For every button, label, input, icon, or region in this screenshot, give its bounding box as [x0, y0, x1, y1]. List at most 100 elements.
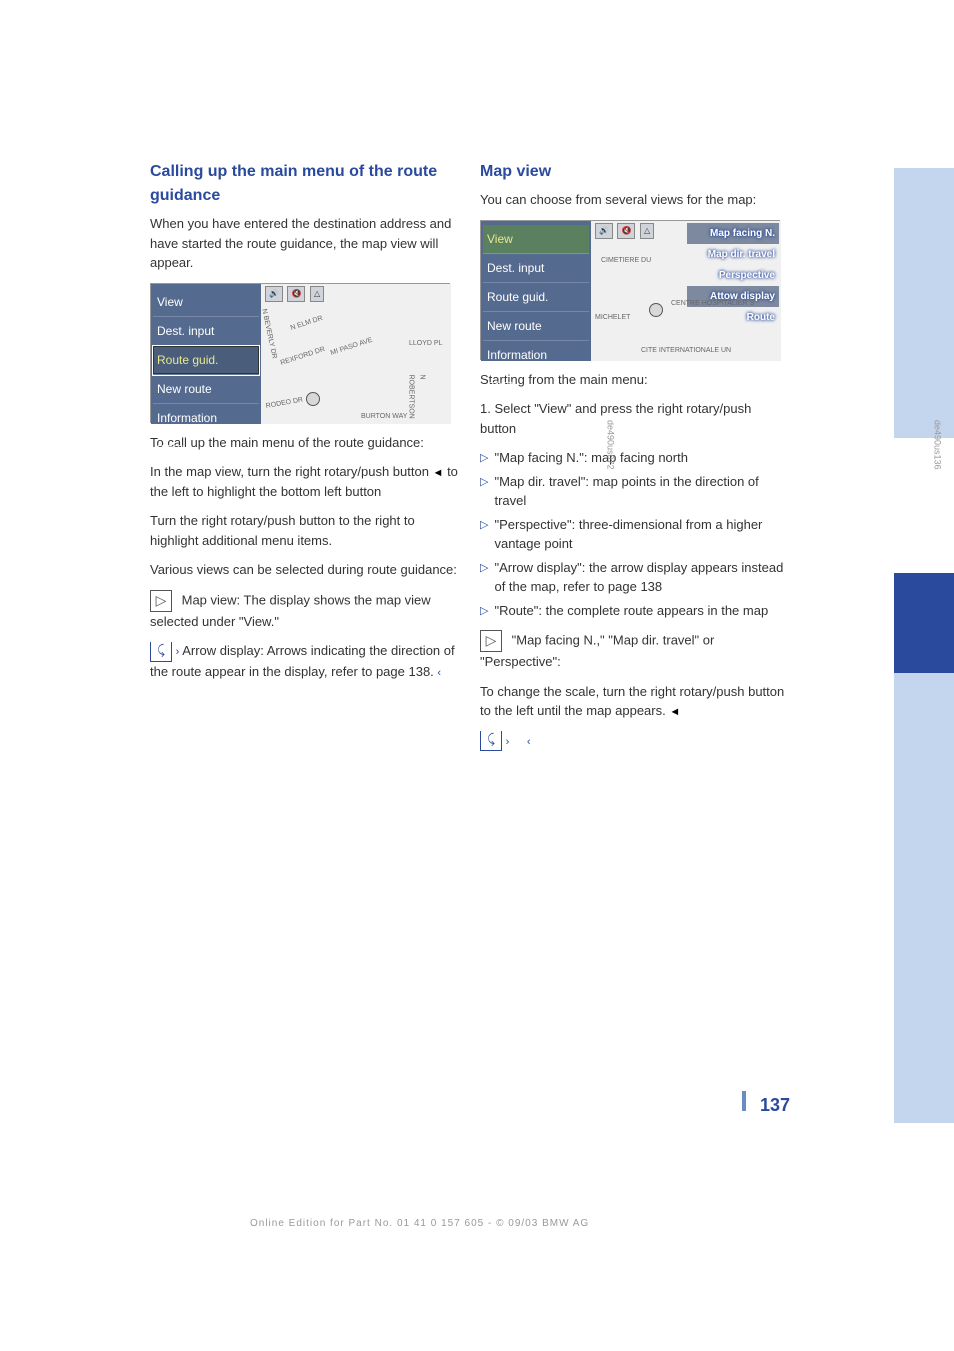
map-label: CITE INTERNATIONALE UN: [641, 346, 731, 357]
left-arrow-icon: ◄: [433, 467, 444, 479]
wave-icon-r: ⤹: [480, 731, 502, 751]
bullet-text: "Map dir. travel": map points in the dir…: [494, 472, 790, 511]
map-top-icons-r: 🔊 🔇 △: [595, 223, 656, 239]
bullet-item: ▷ "Map facing N.": map facing north: [480, 448, 790, 468]
menu-dest-input-r[interactable]: Dest. input: [483, 254, 589, 283]
side-block: [894, 973, 954, 1073]
menu-route-guid[interactable]: Route guid.: [153, 346, 259, 375]
street-label: BURTON WAY: [361, 412, 407, 423]
menu-route-guid-r[interactable]: Route guid.: [483, 283, 589, 312]
right-heading: Map view: [480, 160, 790, 184]
bullet-text: "Map facing N.": map facing north: [494, 448, 790, 468]
nav-screenshot-left: View Dest. input Route guid. New route I…: [150, 283, 450, 423]
various-para: Various views can be selected during rou…: [150, 560, 460, 580]
street-label: N BEVERLY DR: [261, 308, 279, 360]
left-intro: When you have entered the destination ad…: [150, 214, 460, 273]
sound-icon[interactable]: 🔊: [265, 286, 283, 302]
left-column: Calling up the main menu of the route gu…: [150, 160, 460, 761]
left-arrow-icon-r: ◄: [669, 706, 680, 718]
footer-brand-wrap: Online Edition for Part No. 01 41 0 157 …: [250, 1213, 589, 1231]
image-id-label-r: de490us136: [930, 420, 944, 470]
map-label: MICHELET: [595, 313, 630, 324]
play-item-r: ▷ "Map facing N.," "Map dir. travel" or …: [480, 630, 790, 672]
nav-menu-panel: View Dest. input Route guid. New route I…: [151, 284, 261, 424]
list-step-1: 1. Select "View" and press the right rot…: [480, 399, 790, 438]
bullet-item: ▷ "Map dir. travel": map points in the d…: [480, 472, 790, 511]
menu-view-r[interactable]: View: [483, 225, 589, 254]
right-intro: You can choose from several views for th…: [480, 190, 790, 210]
bullet-icon: ▷: [480, 474, 488, 491]
small-arrow-r2: ›: [506, 736, 510, 748]
street-label: RODEO DR: [265, 395, 304, 412]
map-label: CENTRE HOSPITALIER S: [671, 299, 754, 310]
street-label: MI PASO AVE: [329, 335, 374, 358]
image-id-label: de490us072: [603, 420, 617, 470]
menu-information-r[interactable]: Information: [483, 341, 589, 370]
footer-bar: [742, 1091, 746, 1111]
call-para-2: In the map view, turn the right rotary/p…: [150, 462, 460, 501]
map-top-icons: 🔊 🔇 △: [265, 286, 326, 302]
street-label: LLOYD PL: [409, 339, 442, 350]
bullet-text: "Route": the complete route appears in t…: [494, 601, 790, 621]
nav-screenshot-right: View Dest. input Route guid. New route I…: [480, 220, 780, 360]
wave-line-r: ⤹ › ‹: [480, 731, 790, 752]
call-para-3: Turn the right rotary/push button to the…: [150, 511, 460, 550]
scale-para: To change the scale, turn the right rota…: [480, 682, 790, 721]
bullet-icon: ▷: [480, 450, 488, 467]
left-heading: Calling up the main menu of the route gu…: [150, 160, 460, 208]
page-content: Calling up the main menu of the route gu…: [150, 160, 790, 761]
play-icon: ▷: [150, 590, 172, 612]
side-block: [894, 673, 954, 773]
bullet-item: ▷ "Arrow display": the arrow display app…: [480, 558, 790, 597]
mute-icon[interactable]: 🔇: [617, 223, 635, 239]
bullet-icon: ▷: [480, 517, 488, 534]
play-icon-r: ▷: [480, 630, 502, 652]
rm-route[interactable]: Route: [687, 307, 779, 328]
nav-menu-panel-r: View Dest. input Route guid. New route I…: [481, 221, 591, 361]
footer-brand: Online Edition for Part No. 01 41 0 157 …: [250, 1218, 589, 1229]
menu-mode-icons-r[interactable]: ▭▹▭: [483, 370, 589, 399]
position-marker-r: [649, 303, 663, 317]
menu-mode-icons[interactable]: ▭▹▭: [153, 433, 259, 462]
bullet-text: "Arrow display": the arrow display appea…: [494, 558, 790, 597]
street-label: N ELM DR: [289, 313, 324, 333]
side-block-active: [894, 573, 954, 673]
rm-perspective[interactable]: Perspective: [687, 265, 779, 286]
triangle-icon[interactable]: △: [640, 223, 654, 239]
bullet-item: ▷ "Perspective": three-dimensional from …: [480, 515, 790, 554]
street-label: N ROBERTSON: [406, 374, 427, 418]
menu-dest-input[interactable]: Dest. input: [153, 317, 259, 346]
side-block: [894, 303, 954, 438]
small-arrow-l: ‹: [437, 667, 441, 679]
mute-icon[interactable]: 🔇: [287, 286, 305, 302]
map-area-right: 🔊 🔇 △ Map facing N. Map dir. travel Pers…: [591, 221, 781, 361]
side-block: [894, 773, 954, 873]
page-number: 137: [760, 1095, 790, 1116]
small-arrow-r: ›: [176, 646, 180, 658]
street-label: REXFORD DR: [279, 344, 326, 368]
bullet-item: ▷ "Route": the complete route appears in…: [480, 601, 790, 621]
menu-information[interactable]: Information: [153, 404, 259, 433]
wave-icon: ⤹: [150, 642, 172, 662]
sound-icon[interactable]: 🔊: [595, 223, 613, 239]
triangle-icon[interactable]: △: [310, 286, 324, 302]
menu-view[interactable]: View: [153, 288, 259, 317]
sidebar: [894, 0, 954, 1351]
map-view-item: ▷ Map view: The display shows the map vi…: [150, 590, 460, 632]
bullet-icon: ▷: [480, 603, 488, 620]
bullet-text: "Perspective": three-dimensional from a …: [494, 515, 790, 554]
position-marker: [306, 392, 320, 406]
side-block: [894, 168, 954, 303]
right-column: Map view You can choose from several vie…: [480, 160, 790, 761]
map-right-submenu: Map facing N. Map dir. travel Perspectiv…: [687, 223, 779, 328]
side-block: [894, 1073, 954, 1123]
small-arrow-l2: ‹: [527, 736, 531, 748]
menu-new-route[interactable]: New route: [153, 375, 259, 404]
bullet-icon: ▷: [480, 560, 488, 577]
arrow-display-item: ⤹ › Arrow display: Arrows indicating the…: [150, 641, 460, 681]
menu-new-route-r[interactable]: New route: [483, 312, 589, 341]
side-block: [894, 873, 954, 973]
rm-map-dir-travel[interactable]: Map dir. travel: [687, 244, 779, 265]
rm-map-facing-n[interactable]: Map facing N.: [687, 223, 779, 244]
footer: 137: [470, 1091, 790, 1116]
